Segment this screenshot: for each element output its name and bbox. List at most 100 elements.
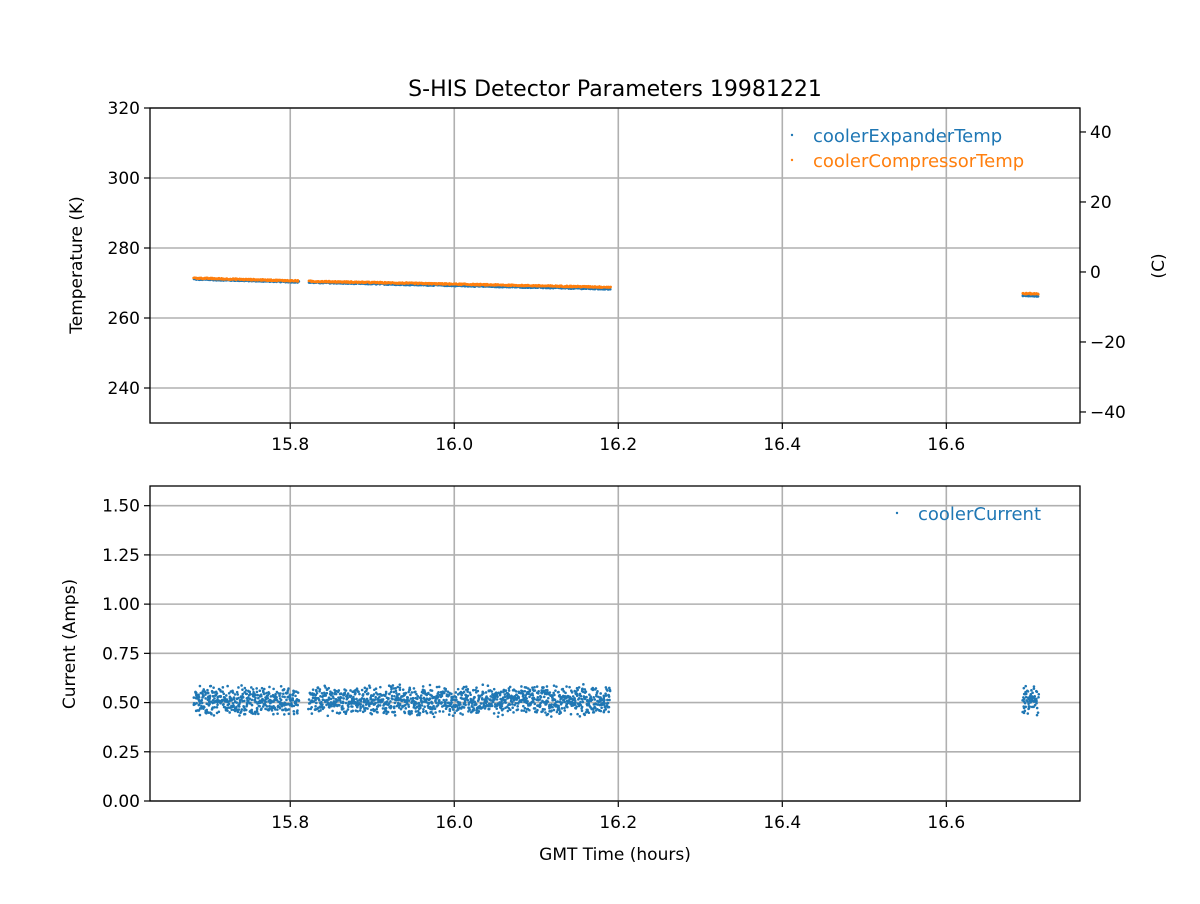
cooler-current-point	[523, 689, 527, 693]
cooler-current-point	[568, 695, 572, 699]
cooler-current-point	[466, 694, 470, 698]
cooler-current-point	[604, 708, 608, 711]
cooler-current-point	[231, 702, 235, 705]
cooler-current-point	[273, 708, 277, 711]
y-tick-label: 1.50	[102, 497, 140, 517]
cooler-current-point	[386, 710, 390, 714]
cooler-current-point	[500, 699, 504, 703]
cooler-current-point	[249, 701, 252, 705]
cooler-current-point	[506, 696, 510, 700]
cooler-current-point	[516, 704, 519, 708]
cooler-current-point	[463, 701, 467, 704]
cooler-current-point	[522, 709, 526, 712]
cooler-current-point	[281, 708, 285, 712]
cooler-current-point	[409, 693, 412, 697]
cooler-current-point	[208, 702, 211, 706]
cooler-current-point	[341, 704, 344, 708]
cooler-current-point	[579, 703, 583, 707]
cooler-current-point	[596, 703, 600, 706]
cooler-current-point	[464, 703, 467, 707]
cooler-current-point	[443, 691, 446, 695]
cooler-current-point	[563, 700, 566, 704]
cooler-current-point	[466, 687, 470, 691]
cooler-current-point	[244, 689, 248, 692]
cooler-current-point	[532, 700, 535, 704]
cooler-compressor-temp-point	[296, 279, 300, 282]
cooler-current-point	[254, 693, 257, 697]
cooler-current-point	[240, 708, 244, 711]
cooler-current-point	[553, 698, 557, 702]
cooler-current-point	[374, 698, 377, 701]
cooler-current-point	[287, 712, 291, 716]
cooler-current-point	[453, 711, 457, 715]
cooler-current-point	[216, 695, 219, 699]
cooler-current-point	[543, 708, 546, 711]
cooler-current-point	[357, 690, 360, 694]
cooler-current-point	[583, 697, 587, 701]
cooler-current-point	[314, 701, 318, 705]
cooler-current-point	[468, 706, 471, 710]
cooler-current-point	[285, 698, 288, 702]
cooler-current-point	[512, 711, 515, 714]
cooler-current-point	[320, 691, 324, 695]
cooler-current-point	[542, 686, 545, 689]
cooler-current-point	[536, 696, 540, 699]
cooler-current-point	[521, 690, 524, 693]
cooler-current-point	[556, 700, 559, 703]
cooler-current-point	[544, 711, 547, 714]
cooler-current-point	[435, 694, 439, 698]
cooler-current-point	[481, 683, 485, 687]
cooler-current-point	[314, 705, 317, 708]
cooler-current-point	[278, 694, 281, 698]
cooler-current-point	[495, 698, 499, 701]
cooler-current-point	[279, 698, 283, 702]
cooler-current-point	[278, 706, 282, 710]
cooler-current-point	[221, 686, 225, 689]
cooler-current-point	[592, 710, 596, 714]
cooler-current-point	[265, 691, 268, 695]
cooler-current-point	[398, 703, 402, 707]
cooler-current-point	[238, 701, 242, 704]
cooler-current-point	[497, 711, 500, 715]
cooler-current-point	[207, 700, 211, 704]
cooler-current-point	[260, 707, 263, 710]
cooler-current-point	[508, 703, 512, 706]
cooler-current-point	[522, 704, 525, 708]
cooler-current-point	[508, 708, 512, 712]
legend-marker-current	[895, 511, 899, 515]
cooler-current-point	[416, 695, 420, 698]
cooler-current-point	[435, 701, 438, 705]
cooler-current-point	[590, 698, 594, 702]
cooler-current-point	[217, 710, 221, 714]
cooler-current-point	[1022, 686, 1026, 690]
y-tick-label: 0.50	[102, 694, 140, 714]
cooler-current-point	[363, 709, 367, 712]
cooler-current-point	[476, 689, 480, 693]
cooler-current-point	[376, 711, 379, 714]
cooler-current-point	[388, 692, 391, 696]
cooler-current-point	[502, 707, 505, 711]
cooler-current-point	[387, 697, 390, 701]
cooler-current-point	[235, 690, 239, 694]
cooler-current-point	[483, 707, 487, 710]
cooler-current-point	[409, 697, 413, 700]
cooler-current-point	[1037, 695, 1040, 699]
cooler-current-point	[490, 702, 493, 706]
cooler-current-point	[406, 697, 409, 701]
cooler-current-point	[282, 692, 285, 696]
cooler-current-point	[516, 702, 520, 705]
bottom-y-axis-label: Current (Amps)	[60, 579, 80, 709]
cooler-current-point	[200, 704, 203, 708]
cooler-current-point	[573, 699, 577, 702]
cooler-current-point	[226, 684, 229, 688]
cooler-current-point	[563, 706, 566, 710]
cooler-current-point	[516, 708, 520, 711]
cooler-current-point	[396, 685, 400, 689]
cooler-current-point	[296, 709, 299, 712]
cooler-current-point	[286, 689, 290, 692]
cooler-current-point	[215, 705, 219, 709]
cooler-current-point	[329, 697, 333, 701]
cooler-current-point	[438, 710, 442, 713]
cooler-current-point	[435, 685, 439, 689]
